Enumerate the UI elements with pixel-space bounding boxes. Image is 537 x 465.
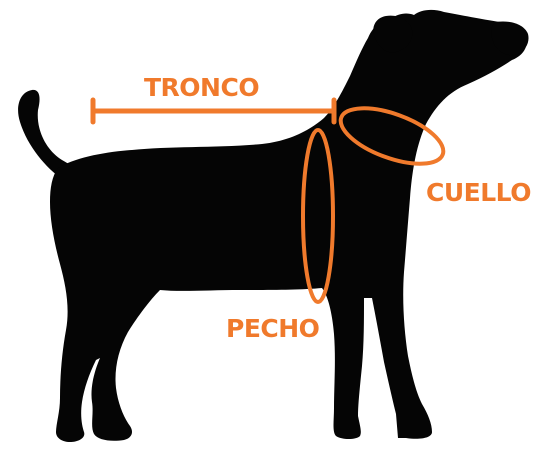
cuello-measure-ring: [338, 106, 446, 166]
pecho-measure-ring: [301, 128, 335, 304]
dog-silhouette: [18, 9, 529, 443]
dog-ear: [373, 15, 413, 53]
pecho-label: PECHO: [226, 314, 320, 343]
dog-snout: [491, 21, 529, 56]
tronco-label: TRONCO: [144, 73, 260, 102]
dog-body: [50, 9, 527, 443]
dog-tail: [18, 89, 86, 182]
cuello-label: CUELLO: [426, 178, 531, 207]
tronco-measure-line: [90, 97, 337, 125]
